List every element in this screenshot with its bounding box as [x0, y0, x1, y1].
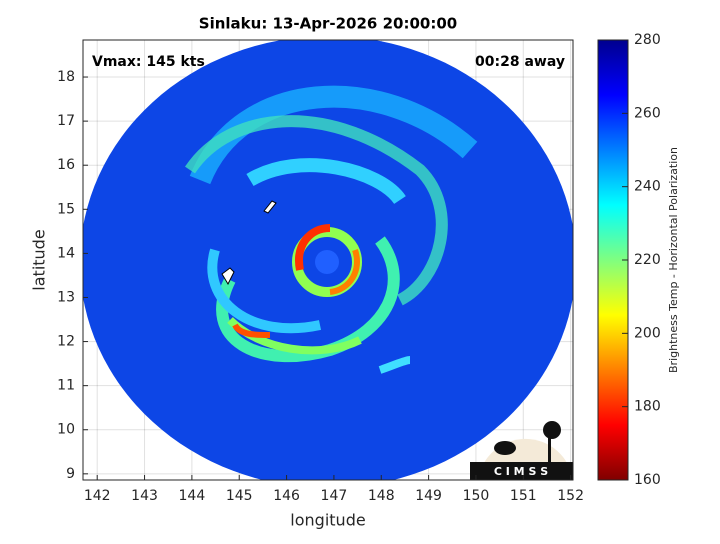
x-tick-label: 147	[321, 488, 348, 504]
x-tick-label: 150	[463, 488, 490, 504]
x-tick-label: 144	[179, 488, 206, 504]
y-tick-label: 17	[57, 113, 75, 129]
colorbar-tick-label: 240	[634, 179, 661, 195]
logo: C I M S S	[470, 421, 573, 480]
y-axis-label: latitude	[30, 229, 49, 290]
chart-title: Sinlaku: 13-Apr-2026 20:00:00	[199, 15, 457, 33]
satellite-image: C I M S S	[83, 40, 573, 480]
colorbar-label: Brightness Temp - Horizontal Polarizatio…	[667, 147, 680, 373]
logo-text: C I M S S	[494, 465, 548, 478]
x-axis-label: longitude	[290, 511, 365, 530]
y-tick-label: 18	[57, 69, 75, 85]
x-tick-label: 148	[368, 488, 395, 504]
x-tick-label: 151	[510, 488, 537, 504]
colorbar-tick-label: 160	[634, 472, 661, 488]
y-tick-label: 11	[57, 378, 75, 394]
y-tick-label: 16	[57, 157, 75, 173]
x-tick-label: 145	[226, 488, 253, 504]
x-tick-label: 146	[273, 488, 300, 504]
annotation: Vmax: 145 kts	[92, 54, 205, 70]
x-tick-label: 152	[557, 488, 584, 504]
colorbar-tick-label: 280	[634, 32, 661, 48]
y-tick-label: 9	[66, 466, 75, 482]
y-tick-label: 13	[57, 289, 75, 305]
colorbar-tick-label: 180	[634, 399, 661, 415]
x-tick-label: 149	[415, 488, 442, 504]
x-tick-label: 142	[84, 488, 111, 504]
annotation: 00:28 away	[475, 54, 565, 70]
colorbar-tick-label: 260	[634, 105, 661, 121]
y-tick-label: 15	[57, 201, 75, 217]
plot-frame	[82, 39, 574, 481]
colorbar-tick-label: 200	[634, 325, 661, 341]
x-tick-label: 143	[131, 488, 158, 504]
colorbar-tick-label: 220	[634, 252, 661, 268]
y-tick-label: 10	[57, 422, 75, 438]
y-tick-label: 14	[57, 245, 75, 261]
y-tick-label: 12	[57, 334, 75, 350]
